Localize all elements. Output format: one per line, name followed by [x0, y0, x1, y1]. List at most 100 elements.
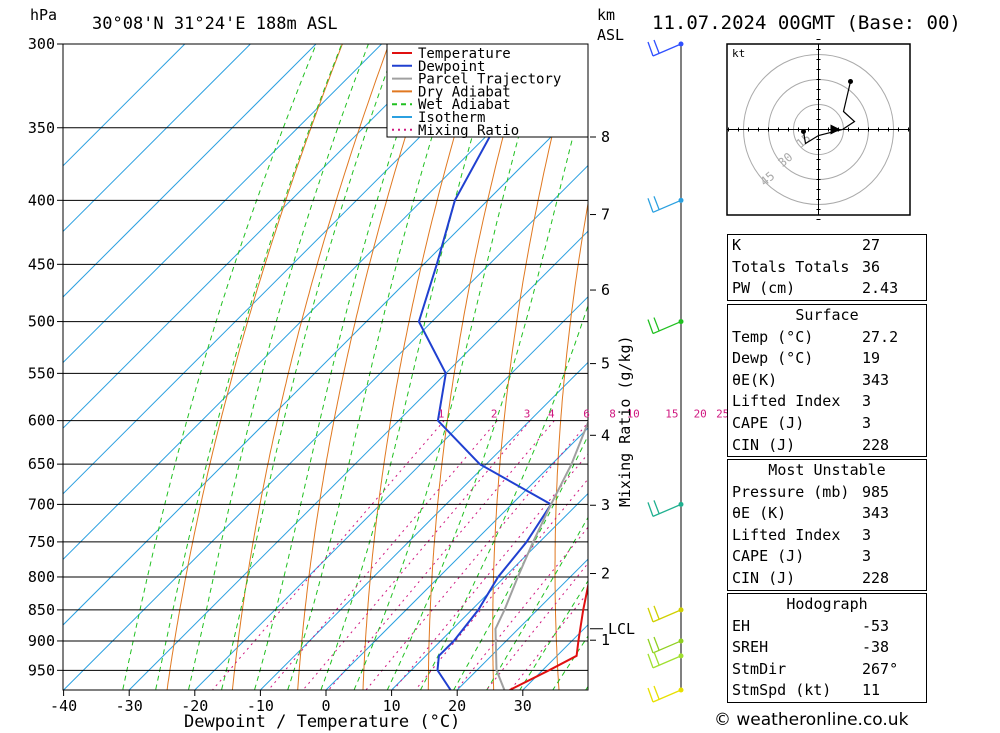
dry-adiabat-line — [942, 44, 1000, 698]
wind-barb-flag — [647, 687, 654, 703]
isotherm-line — [456, 558, 588, 690]
wind-barb-flag — [647, 319, 654, 334]
mixing-ratio-line — [486, 562, 588, 690]
isotherm-line — [194, 296, 588, 690]
mixing-ratio-axis-title: Mixing Ratio (g/kg) — [616, 335, 634, 507]
mixing-ratio-label: 8 — [609, 408, 616, 421]
legend-entry: Wet Adiabat — [418, 97, 511, 113]
mixing-ratio-line — [268, 420, 498, 690]
wind-barb-shaft — [652, 655, 682, 669]
legend-entry: Dry Adiabat — [418, 84, 511, 100]
wind-barb-flag — [653, 605, 660, 620]
height-label: 3 — [601, 496, 610, 514]
height-label: 4 — [601, 426, 610, 444]
temperature-tick-label: -30 — [116, 697, 143, 715]
km-label: km — [597, 6, 615, 24]
plot-frame — [62, 43, 589, 691]
wind-barb-flag — [647, 41, 654, 57]
height-label: 8 — [601, 128, 610, 146]
temperature-tick-label: -40 — [50, 697, 77, 715]
wind-barb-shaft — [652, 43, 682, 57]
wind-barb-shaft — [652, 503, 682, 518]
wet-adiabat-line — [287, 44, 462, 690]
mixing-ratio-label: 10 — [627, 408, 640, 421]
wind-barb-flag — [647, 502, 654, 517]
surface-title: Surface — [795, 306, 859, 324]
dry-adiabat-line — [362, 44, 483, 690]
legend-entry: Temperature — [418, 46, 511, 62]
mixing-ratio-label: 2 — [491, 408, 498, 421]
legend-box — [386, 43, 589, 138]
dry-adiabat-line — [674, 44, 715, 698]
height-label: 2 — [601, 565, 610, 583]
location-title: 30°08'N 31°24'E 188m ASL — [92, 14, 338, 34]
temperature-tick-label: 30 — [514, 697, 532, 715]
profile-temperature — [509, 581, 588, 690]
hodograph-surface-point — [801, 129, 806, 134]
mixing-ratio-labels: 1 2 3 4 6 8 10 15 20 25 — [438, 408, 730, 421]
wind-barb-flag — [653, 39, 660, 54]
pressure-label: 600 — [28, 412, 55, 430]
isotherm-line — [63, 44, 317, 298]
height-label: 7 — [601, 206, 610, 224]
surface-table: Surface Temp (°C) 27.2 Dewp (°C) 19 θE(K) 3… — [727, 304, 927, 458]
isotherm-line — [63, 164, 588, 690]
index-row-totals: Totals Totals 36 — [732, 257, 881, 276]
mixing-ratio-line — [302, 420, 531, 690]
asl-label: ASL — [597, 26, 624, 44]
height-label: 1 — [601, 631, 610, 649]
pressure-label: 950 — [28, 661, 55, 679]
dry-adiabat-line — [991, 44, 1000, 698]
legend-entry: Isotherm — [418, 110, 485, 126]
wet-adiabat-line — [220, 44, 398, 690]
hodograph-unit-label: kt — [732, 47, 745, 60]
wind-barb-shaft — [652, 609, 682, 623]
wind-barb-flag — [647, 653, 654, 669]
hodograph-title: Hodograph — [786, 595, 868, 613]
isotherm-line — [391, 492, 588, 690]
profile-parcel-trajectory — [494, 419, 588, 690]
pressure-label: 400 — [28, 191, 55, 209]
legend-entry: Mixing Ratio — [418, 123, 519, 139]
lcl-label: LCL — [608, 620, 635, 638]
pressure-label: 900 — [28, 632, 55, 650]
isotherm-line — [63, 44, 514, 495]
mixing-ratio-line — [415, 478, 588, 690]
wind-barb-flag — [647, 638, 654, 654]
wind-barb-flag — [647, 198, 654, 213]
index-row-pw: PW (cm) 2.43 — [732, 279, 899, 298]
mixing-ratio-label: 20 — [694, 408, 707, 421]
wind-barb-flag — [653, 636, 660, 651]
axis-labels: 3003504004505005506006507007508008509009… — [28, 35, 532, 715]
datetime-label: 11.07.2024 00GMT (Base: 00) — [652, 12, 961, 34]
mixing-ratio-label: 25 — [716, 408, 729, 421]
pressure-label: 700 — [28, 495, 55, 513]
x-axis-title: Dewpoint / Temperature (°C) — [184, 712, 460, 732]
isotherm-line — [325, 427, 588, 690]
temperature-tick-label: -10 — [247, 697, 274, 715]
wet-adiabat-line — [187, 44, 369, 690]
mixing-ratio-line — [393, 453, 588, 690]
wind-barb-flag — [653, 685, 660, 700]
pressure-label: 350 — [28, 119, 55, 137]
mixing-ratio-line — [212, 420, 445, 690]
mixing-ratio-line — [328, 420, 555, 690]
pressure-label: 300 — [28, 35, 55, 53]
pressure-label: 850 — [28, 601, 55, 619]
wind-barb-flag — [653, 196, 660, 210]
profile-dewpoint — [417, 44, 573, 690]
temperature-tick-label: -20 — [181, 697, 208, 715]
pressure-label: 500 — [28, 313, 55, 331]
wind-barb-shaft — [652, 689, 682, 703]
pressure-label: 750 — [28, 533, 55, 551]
indices-top-table: K 27 Totals Totals 36 PW (cm) 2.43 — [727, 234, 927, 301]
copyright-link[interactable]: © weatheronline.co.uk — [714, 710, 909, 730]
hodograph-top-point — [848, 79, 853, 84]
wind-barbs — [647, 39, 684, 703]
dry-adiabat-line — [231, 44, 390, 690]
pressure-label: 550 — [28, 364, 55, 382]
wind-barb-flag — [653, 500, 660, 514]
